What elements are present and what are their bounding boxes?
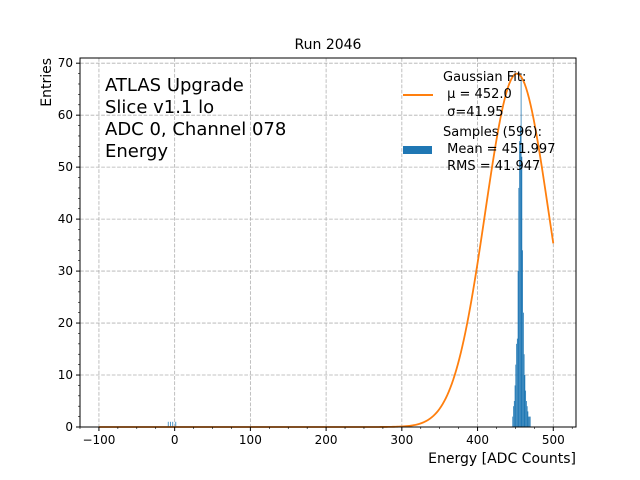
annotation-line: Slice v1.1 lo (105, 97, 214, 118)
x-tick-label: 500 (542, 433, 565, 447)
legend-fit-label: μ = 452.0 (443, 87, 512, 102)
legend-hist-label: Mean = 451.997 (443, 142, 555, 157)
y-axis: 0 10 20 30 40 50 60 70 (58, 56, 80, 434)
histogram-bar (519, 141, 520, 428)
y-tick-label: 0 (65, 420, 73, 434)
histogram-bar (525, 390, 527, 427)
histogram-bar (513, 401, 515, 427)
legend-hist-swatch (403, 146, 432, 154)
annotation-line: ADC 0, Channel 078 (105, 119, 286, 140)
chart-title: Run 2046 (295, 37, 362, 53)
histogram-bar (529, 416, 531, 427)
histogram-bar (514, 385, 516, 427)
histogram-bar (518, 187, 520, 427)
x-tick-label: 200 (315, 433, 338, 447)
legend-fit-label: σ=41.95 (443, 105, 503, 120)
x-tick-label: 400 (466, 433, 489, 447)
histogram-bar (517, 271, 519, 427)
x-axis: −100 0 100 200 300 400 500 (79, 427, 573, 447)
histogram-bar (512, 416, 514, 427)
x-tick-label: 100 (239, 433, 262, 447)
histogram-bar (513, 406, 514, 427)
y-axis-label: Entries (39, 58, 55, 107)
legend-hist-label: Samples (596): (443, 125, 542, 140)
histogram-series (167, 73, 531, 428)
annotation-line: ATLAS Upgrade (105, 75, 244, 96)
legend: Gaussian Fit: μ = 452.0 σ=41.95 Samples … (403, 70, 555, 174)
histogram-bar (526, 406, 528, 427)
histogram-bar (520, 73, 522, 427)
histogram-bar (522, 250, 523, 427)
histogram-bar (516, 343, 517, 427)
histogram-bar (167, 421, 169, 427)
histogram-bar (524, 375, 526, 427)
histogram-bar (519, 125, 521, 427)
histogram-bar (528, 416, 530, 427)
histogram-bar (521, 156, 523, 428)
histogram-bar (515, 364, 517, 427)
x-axis-label: Energy [ADC Counts] (428, 451, 576, 467)
y-tick-label: 50 (58, 160, 73, 174)
x-tick-label: 300 (390, 433, 413, 447)
grid (80, 58, 576, 428)
y-tick-label: 70 (58, 56, 73, 70)
y-tick-label: 20 (58, 316, 73, 330)
histogram-bar (522, 312, 524, 427)
legend-hist-label: RMS = 41.947 (443, 159, 540, 174)
annotation-box: ATLAS Upgrade Slice v1.1 lo ADC 0, Chann… (105, 75, 286, 162)
histogram-bar (527, 411, 529, 427)
histogram-bar (516, 338, 518, 427)
plot-frame (79, 57, 577, 428)
annotation-line: Energy (105, 141, 168, 162)
histogram-bar (529, 416, 530, 427)
histogram-bar (175, 421, 177, 427)
histogram-bar (172, 421, 174, 427)
x-tick-label: 0 (171, 433, 179, 447)
histogram-bar (526, 401, 527, 427)
histogram-bar (523, 354, 525, 427)
histogram-bar (170, 421, 171, 427)
legend-fit-label: Gaussian Fit: (443, 70, 526, 85)
y-tick-label: 40 (58, 212, 73, 226)
y-tick-label: 30 (58, 264, 73, 278)
y-tick-label: 10 (58, 368, 73, 382)
x-tick-label: −100 (82, 433, 115, 447)
y-tick-label: 60 (58, 108, 73, 122)
